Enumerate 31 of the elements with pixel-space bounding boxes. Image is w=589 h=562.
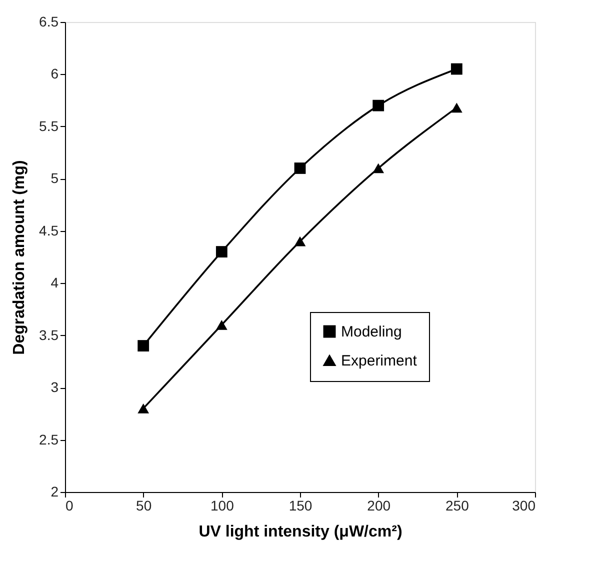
x-tick-label: 50	[136, 498, 152, 514]
point	[138, 340, 150, 352]
point	[138, 404, 150, 414]
y-tick-label: 2	[50, 484, 59, 500]
y-tick-label: 5	[50, 170, 59, 186]
point	[372, 100, 384, 112]
point	[372, 163, 384, 174]
y-tick-label: 4	[50, 274, 59, 291]
x-axis-title: UV light intensity (μW/cm²)	[198, 524, 402, 540]
x-tick-label: 300	[512, 498, 536, 514]
y-tick-label: 6	[50, 66, 59, 82]
y-tick-label: 5.5	[39, 118, 59, 134]
y-tick-label: 4.5	[39, 222, 59, 238]
x-tick-label: 0	[66, 498, 74, 514]
x-tick-label: 250	[445, 498, 470, 514]
x-tick-label: 200	[367, 498, 391, 514]
legend-label: Experiment	[341, 352, 418, 370]
y-tick-label: 3.5	[39, 326, 59, 343]
point	[450, 63, 462, 75]
legend-label: Modeling	[341, 324, 402, 340]
point	[294, 236, 306, 246]
point	[294, 162, 306, 174]
y-axis-title: Degradation amount (mg)	[11, 160, 28, 355]
y-tick-label: 2.5	[39, 431, 59, 448]
point	[216, 246, 228, 258]
point	[450, 102, 462, 113]
y-tick-label: 6.5	[39, 14, 59, 30]
x-tick-label: 150	[288, 498, 312, 514]
x-tick-label: 100	[210, 498, 234, 514]
point	[216, 320, 228, 330]
y-tick-label: 3	[50, 379, 59, 396]
